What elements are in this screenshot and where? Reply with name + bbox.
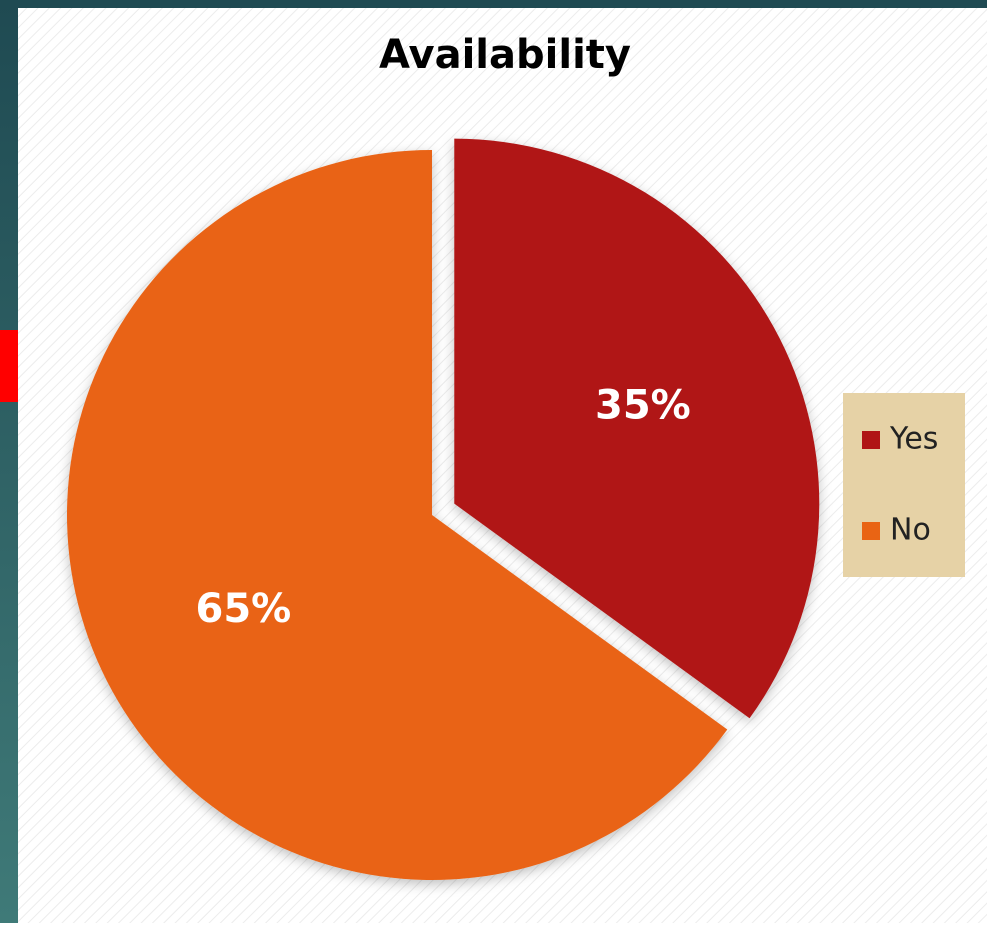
legend-label: Yes <box>889 422 938 457</box>
pie-slice <box>66 150 728 881</box>
chart-title: Availability <box>379 32 631 78</box>
data-label: 65% <box>195 586 291 632</box>
legend-swatch <box>862 522 880 540</box>
data-label: 35% <box>595 383 691 429</box>
pie-slice <box>454 138 820 719</box>
accent-bar <box>0 330 18 402</box>
legend-label: No <box>890 513 931 548</box>
pie <box>66 138 820 881</box>
legend-swatch <box>862 431 880 449</box>
legend <box>843 393 965 577</box>
